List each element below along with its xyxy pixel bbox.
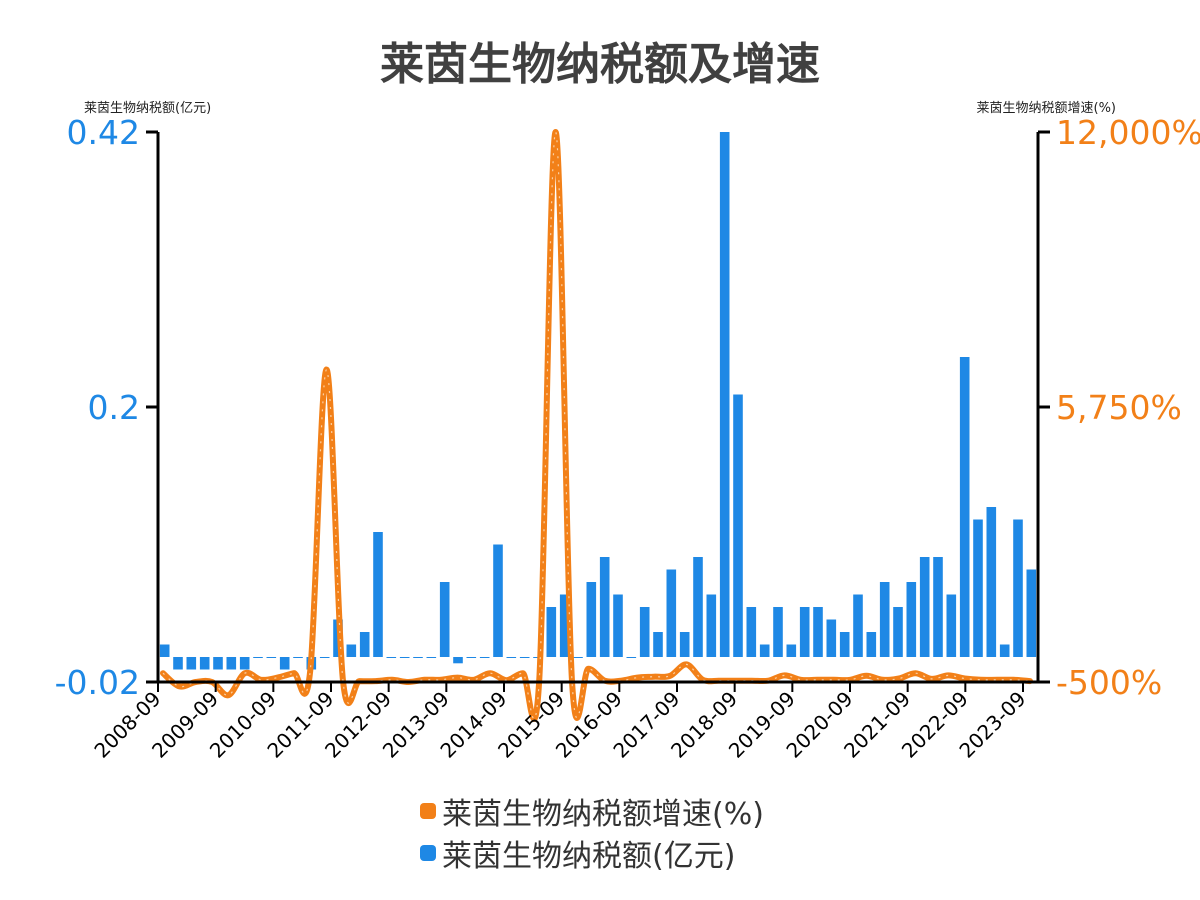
legend-label-growth: 莱茵生物纳税额增速(%) [442, 797, 764, 832]
bar [573, 657, 583, 658]
bar [279, 657, 290, 670]
bar [613, 594, 623, 657]
bar [546, 607, 557, 657]
bar [519, 657, 530, 658]
bar [786, 644, 797, 657]
bar [973, 519, 983, 657]
bar [933, 557, 943, 657]
bar [493, 544, 503, 657]
bar [719, 132, 730, 657]
bar [666, 569, 677, 657]
bar [986, 507, 997, 657]
bar [159, 644, 170, 657]
bar [266, 657, 277, 658]
bar [213, 657, 223, 670]
bar [706, 594, 717, 657]
bar [919, 557, 930, 657]
bar [653, 632, 663, 657]
left-axis-tick-label: 0.42 [67, 113, 140, 152]
growth-line-highlight [162, 131, 1031, 720]
legend-item-tax: 莱茵生物纳税额(亿元) [420, 832, 764, 874]
bar [453, 657, 463, 664]
bar [559, 594, 570, 657]
bar [586, 582, 597, 657]
bar [826, 619, 837, 657]
bar [599, 557, 610, 657]
bar [639, 607, 650, 657]
right-axis-tick-label: 12,000% [1056, 113, 1200, 152]
bar [759, 644, 770, 657]
bar [813, 607, 823, 657]
legend-swatch-tax [420, 845, 436, 861]
bar [799, 607, 810, 657]
bar [733, 394, 743, 657]
bar [426, 657, 437, 658]
bar [439, 582, 450, 657]
bar [506, 657, 517, 658]
bar [186, 657, 197, 670]
bar [386, 657, 397, 658]
bar [1026, 569, 1037, 657]
chart-title: 莱茵生物纳税额及增速 [380, 39, 820, 90]
right-axis-tick-label: 5,750% [1056, 388, 1182, 427]
bar [319, 657, 330, 658]
bar [226, 657, 237, 670]
bar [199, 657, 210, 670]
chart-legend: 莱茵生物纳税额增速(%) 莱茵生物纳税额(亿元) [420, 790, 764, 874]
bar [466, 657, 477, 658]
bar [173, 657, 183, 670]
bar [239, 657, 250, 670]
bar [479, 657, 490, 658]
legend-swatch-growth [420, 803, 436, 819]
bar [346, 644, 357, 657]
bar [839, 632, 850, 657]
bar [893, 607, 903, 657]
bar [373, 532, 383, 657]
bar [253, 657, 263, 658]
bar [359, 632, 370, 657]
bar [999, 644, 1010, 657]
bar [879, 582, 890, 657]
bar [413, 657, 423, 658]
bar [959, 357, 970, 657]
left-axis-tick-label: 0.2 [88, 388, 140, 427]
right-axis-title: 莱茵生物纳税额增速(%) [976, 101, 1117, 116]
bar [773, 607, 783, 657]
bar [746, 607, 757, 657]
bar [866, 632, 877, 657]
legend-label-tax: 莱茵生物纳税额(亿元) [442, 839, 736, 874]
bar [1013, 519, 1023, 657]
bar [693, 557, 703, 657]
bar [679, 632, 690, 657]
legend-item-growth: 莱茵生物纳税额增速(%) [420, 790, 764, 832]
left-axis-title: 莱茵生物纳税额(亿元) [84, 101, 212, 116]
bar [853, 594, 863, 657]
left-axis-tick-label: -0.02 [55, 663, 140, 702]
right-axis-tick-label: -500% [1056, 663, 1162, 702]
bar [293, 657, 303, 658]
bar [946, 594, 957, 657]
bar [906, 582, 917, 657]
bar [626, 657, 637, 658]
bar [399, 657, 410, 658]
